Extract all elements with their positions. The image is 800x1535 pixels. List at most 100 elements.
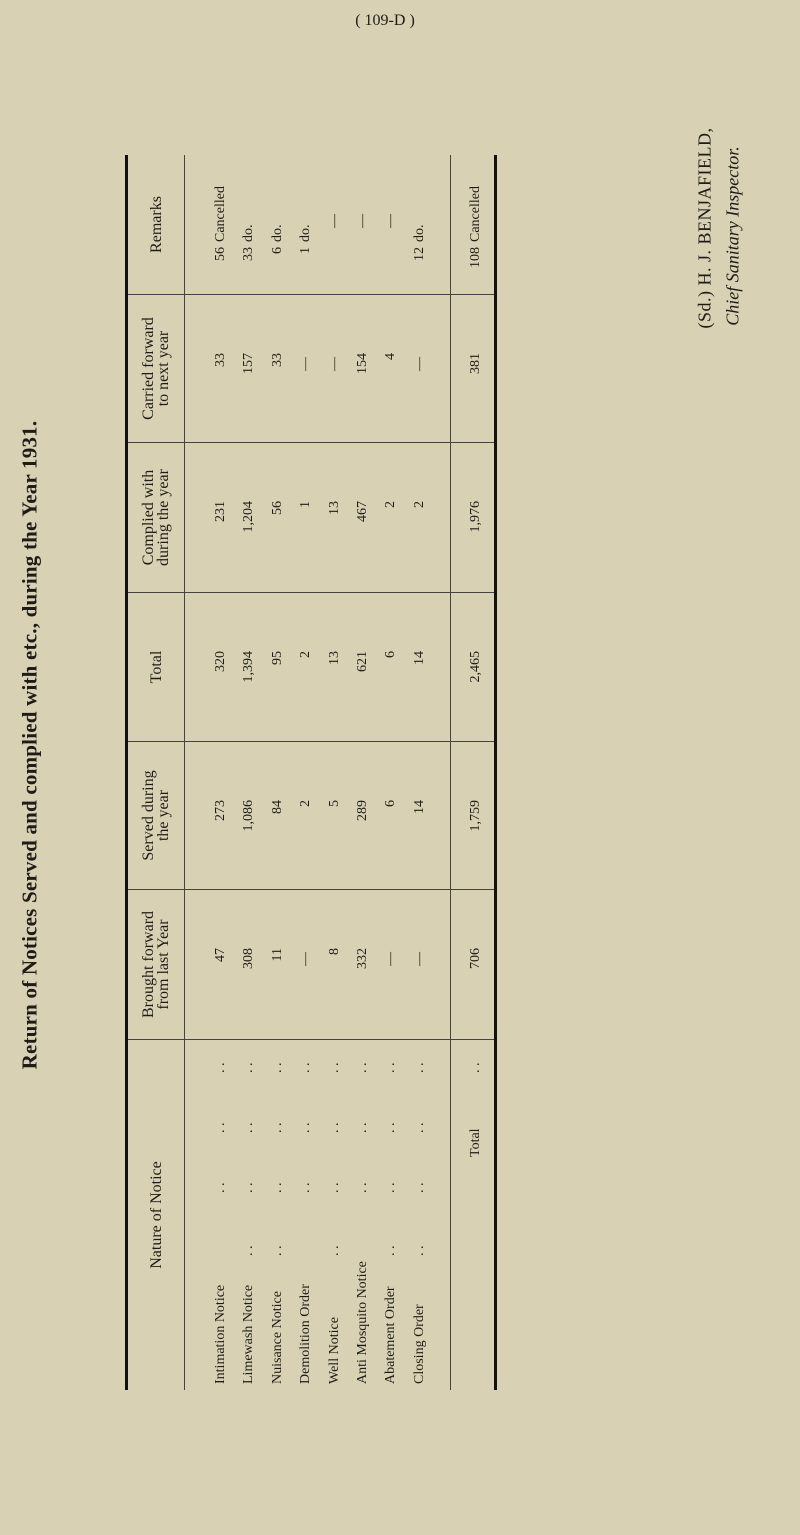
cell-total: 14 [411,651,427,665]
leader-dots: . . [298,1122,314,1134]
leader-dots: . . [355,1182,370,1194]
column-header-complied: Complied with during the year [128,443,185,592]
cell-carried-forward: 4 [383,353,399,360]
total-divider [450,295,451,442]
leader-dots: . . [298,1182,314,1194]
leader-dots: . . [383,1062,399,1074]
total-row-label: Total . . [458,1040,494,1390]
table-row-label: Closing Order . . . . . . . . [406,1040,434,1390]
leader-dots: . . [411,1122,427,1134]
cell-served: 5 [326,800,342,807]
cell-served: 6 [383,800,399,807]
table-row-label: Limewash Notice . . . . . . . . [235,1040,263,1390]
cell-brought-forward: 47 [213,948,228,962]
signature-name: (Sd.) H. J. BENJAFIELD, [694,127,715,329]
table-row-label: Intimation Notice . . . . . . [207,1040,235,1390]
leader-dots: . . [411,1245,427,1257]
cell-served: 289 [355,800,370,821]
total-complied: 1,976 [468,501,483,533]
cell-served: 273 [213,800,228,821]
total-brought-forward: 706 [468,948,483,969]
cell-brought-forward: — [298,952,314,966]
remark-total-note: Cancelled [468,186,483,242]
cell-carried-forward: — [298,357,314,371]
cell-complied: 467 [355,501,370,522]
cell-total: 2 [298,651,314,658]
row-label: Anti Mosquito Notice [355,1261,370,1384]
document-title: Return of Notices Served and complied wi… [17,420,42,1070]
cell-total: 95 [269,651,285,665]
remark-row: — [349,155,377,294]
remark-note: do. [411,224,427,243]
page-number: ( 109-D ) [355,12,415,29]
cell-complied: 1 [298,501,314,508]
cell-served: 84 [269,800,285,814]
row-label: Well Notice [326,1317,342,1384]
cell-carried-forward: 33 [213,353,228,367]
leader-dots: . . [468,1062,483,1074]
column-header-brought-forward: Brought forward from last Year [128,890,185,1039]
remark-total: 108 Cancelled [458,155,494,294]
cell-total: 13 [326,651,342,665]
leader-dots: . . [411,1062,427,1074]
leader-dots: . . [269,1062,285,1074]
remark-note: — [326,214,342,228]
leader-dots: . . [241,1245,257,1257]
remark-row: 6 do. [264,155,292,294]
remark-note: do. [241,224,257,243]
cell-total: 1,394 [241,651,257,683]
cell-brought-forward: 332 [355,948,370,969]
leader-dots: . . [411,1182,427,1194]
cell-complied: 231 [213,501,228,522]
remark-note: do. [298,224,314,243]
cell-total: 6 [383,651,399,658]
cell-complied: 2 [411,501,427,508]
leader-dots: . . [383,1122,399,1134]
cell-complied: 56 [269,501,285,515]
table-row-label: Well Notice . . . . . . . . [321,1040,349,1390]
cell-complied: 1,204 [241,501,257,533]
table-row-label: Abatement Order . . . . . . . . [377,1040,405,1390]
cell-carried-forward: — [411,357,427,371]
column-header-total: Total [128,593,185,741]
cell-carried-forward: 157 [241,353,257,374]
remark-row: 56 Cancelled [207,155,235,294]
column-header-remarks: Remarks [128,155,185,294]
column-total: Total 320 1,394 95 2 13 621 6 14 2,465 [128,593,494,742]
remark-row: 12 do. [406,155,434,294]
row-label: Nuisance Notice [269,1291,285,1384]
signature-role: Chief Sanitary Inspector. [722,146,743,326]
total-divider [450,155,451,294]
cell-total: 621 [355,651,370,672]
cell-brought-forward: 308 [241,948,257,969]
row-label: Abatement Order [383,1286,399,1384]
leader-dots: . . [355,1122,370,1134]
row-label: Closing Order [411,1304,427,1384]
cell-served: 2 [298,800,314,807]
cell-brought-forward: 8 [326,948,342,955]
leader-dots: . . [355,1062,370,1074]
column-header-carried-forward: Carried forward to next year [128,295,185,442]
remark-note: do. [269,224,285,243]
cell-carried-forward: 33 [269,353,285,367]
remark-count: 56 [213,247,228,261]
cell-brought-forward: 11 [269,948,285,962]
table-row-label: Anti Mosquito Notice . . . . . . [349,1040,377,1390]
remark-total-count: 108 [468,247,483,268]
total-label: Total [468,1128,483,1157]
total-total: 2,465 [468,651,483,683]
total-divider [450,742,451,889]
cell-carried-forward: 154 [355,353,370,374]
cell-total: 320 [213,651,228,672]
row-label: Intimation Notice [213,1284,228,1384]
column-complied: Complied with during the year 231 1,204 56 1… [128,443,494,593]
cell-brought-forward: — [383,952,399,966]
remark-count: 33 [241,247,257,261]
row-label: Limewash Notice [241,1284,257,1384]
column-remarks: Remarks 56 Cancelled 33 do. 6 do. 1 do. — — —12 do. 1… [128,155,494,295]
total-divider [450,593,451,741]
column-brought-forward: Brought forward from last Year 47 308 11 — 8 3… [128,890,494,1040]
remark-row: — [321,155,349,294]
total-served: 1,759 [468,800,483,832]
leader-dots: . . [213,1062,228,1074]
